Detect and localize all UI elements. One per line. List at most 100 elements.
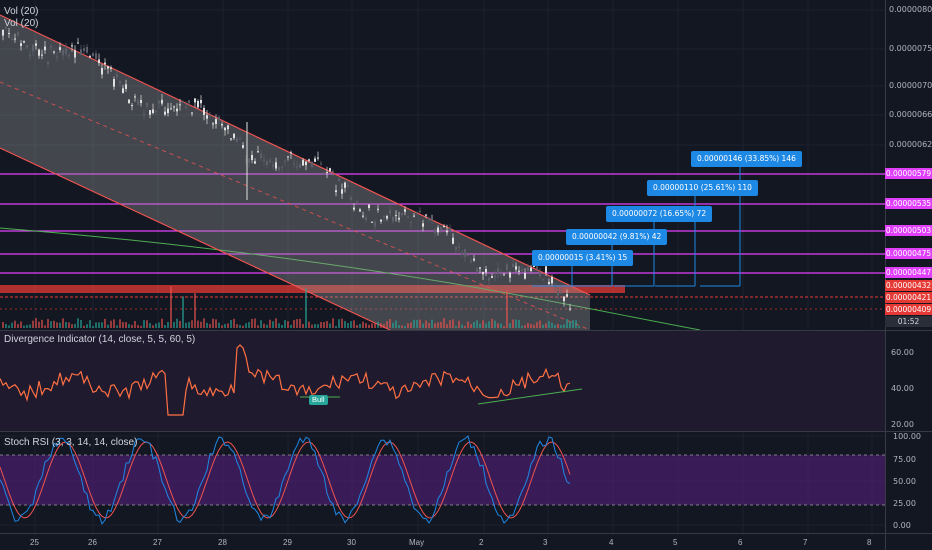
target-box-4[interactable]: 0.00000110 (25.61%) 110 <box>647 180 758 196</box>
volume-bar <box>128 324 130 328</box>
volume-bar <box>398 325 400 328</box>
volume-bar <box>503 325 505 328</box>
candle-body <box>239 138 241 140</box>
volume-bar <box>227 323 229 328</box>
volume-bar <box>32 320 34 328</box>
volume-bar <box>38 321 40 328</box>
candle-body <box>374 221 376 227</box>
candle-body <box>557 291 559 296</box>
volume-bar <box>305 288 307 328</box>
volume-bar <box>458 320 460 328</box>
volume-bar <box>101 322 103 328</box>
volume-bar <box>44 325 46 328</box>
candle-body <box>527 267 529 272</box>
volume-bar <box>440 321 442 328</box>
candle-body <box>416 212 418 214</box>
volume-bar <box>236 324 238 328</box>
candle-body <box>530 267 532 272</box>
candle-body <box>494 275 496 277</box>
candle-body <box>137 100 139 106</box>
volume-bar <box>491 318 493 328</box>
time-tick: 3 <box>543 538 548 547</box>
candle-body <box>32 44 34 52</box>
candle-body <box>473 258 475 261</box>
volume-bar <box>338 319 340 328</box>
volume-bar <box>335 325 337 328</box>
volume-bar <box>452 319 454 328</box>
target-box-1[interactable]: 0.00000015 (3.41%) 15 <box>532 250 634 266</box>
stoch-tick: 50.00 <box>893 477 916 486</box>
volume-bar <box>56 322 58 328</box>
candle-body <box>215 119 217 125</box>
target-box-5[interactable]: 0.00000146 (33.85%) 146 <box>691 151 802 167</box>
candle-body <box>275 162 277 169</box>
candle-body <box>173 106 175 108</box>
candle-body <box>44 46 46 51</box>
volume-bar <box>533 324 535 328</box>
volume-bar <box>41 319 43 328</box>
volume-bar <box>275 318 277 328</box>
candle-body <box>440 227 442 230</box>
target-box-2[interactable]: 0.00000042 (9.81%) 42 <box>566 229 668 245</box>
volume-bar <box>446 324 448 328</box>
candle-body <box>209 115 211 117</box>
volume-bar <box>203 318 205 328</box>
stoch-tick: 75.00 <box>893 455 916 464</box>
volume-bar <box>47 318 49 328</box>
volume-bar <box>479 323 481 328</box>
candle-body <box>29 55 31 57</box>
volume-bar <box>263 323 265 328</box>
volume-bar <box>512 319 514 328</box>
candle-body <box>110 67 112 69</box>
channel-midline <box>0 81 591 331</box>
candle-body <box>197 101 199 108</box>
volume-bar <box>107 324 109 328</box>
candle-body <box>293 163 295 165</box>
stoch-tick: 0.00 <box>893 521 911 530</box>
candle-body <box>83 48 85 51</box>
candle-body <box>278 167 280 171</box>
volume-bar <box>575 320 577 328</box>
volume-bar <box>311 324 313 328</box>
candle-body <box>518 270 520 272</box>
candle-body <box>107 66 109 69</box>
candle-body <box>365 217 367 221</box>
volume-bar <box>524 325 526 328</box>
candle-body <box>122 88 124 93</box>
volume-bar <box>188 321 190 328</box>
candle-body <box>536 266 538 269</box>
target-box-3[interactable]: 0.00000072 (16.65%) 72 <box>606 206 713 222</box>
price-tag-resistance: 0.00000432 <box>885 280 932 291</box>
candle-body <box>491 276 493 278</box>
volume-bar <box>8 325 10 328</box>
candle-body <box>497 268 499 274</box>
candle-body <box>248 159 250 163</box>
candle-body <box>20 43 22 47</box>
candle-body <box>77 42 79 44</box>
volume-bar <box>119 319 121 328</box>
volume-bar <box>455 325 457 328</box>
candle-body <box>548 281 550 285</box>
volume-bar <box>293 319 295 328</box>
volume-bar <box>257 325 259 328</box>
bull-divergence-line <box>477 388 583 405</box>
volume-bar <box>266 324 268 328</box>
volume-bar <box>83 325 85 328</box>
volume-bar <box>146 320 148 328</box>
candle-body <box>218 116 220 121</box>
stoch-tick: 25.00 <box>893 499 916 508</box>
candle-body <box>53 51 55 53</box>
candle-body <box>56 56 58 58</box>
volume-bar <box>377 321 379 328</box>
volume-bar <box>143 320 145 328</box>
candle-body <box>503 274 505 276</box>
volume-bar <box>89 320 91 328</box>
candle-body <box>470 260 472 262</box>
volume-bar <box>2 322 4 328</box>
volume-bar <box>509 323 511 328</box>
candle-body <box>8 32 10 34</box>
candle-body <box>413 215 415 217</box>
time-tick: 7 <box>803 538 808 547</box>
